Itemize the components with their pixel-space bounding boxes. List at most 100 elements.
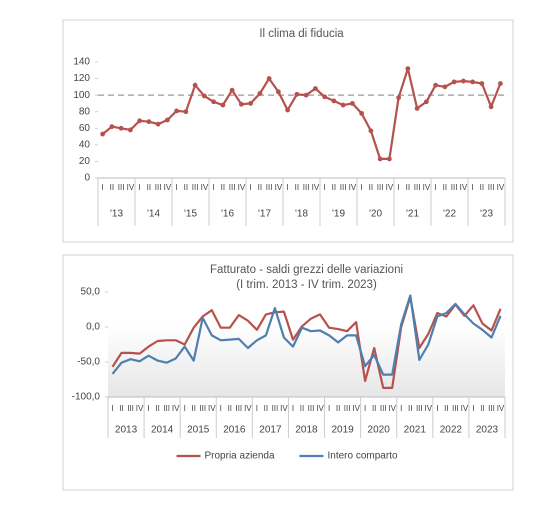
x-tick-label: IV: [349, 183, 357, 192]
year-label: '23: [480, 209, 493, 220]
chart-title: Fatturato - saldi grezzi delle variazion…: [210, 264, 403, 276]
point: [285, 107, 291, 113]
x-tick-label: I: [147, 404, 149, 413]
year-label: 2015: [187, 425, 210, 436]
x-tick-label: II: [147, 183, 151, 192]
y-tick-label: 140: [73, 57, 90, 68]
point: [359, 110, 365, 116]
x-tick-label: II: [332, 183, 336, 192]
x-tick-label: IV: [425, 404, 433, 413]
y-tick-label: 50,0: [81, 287, 101, 298]
point: [137, 118, 143, 124]
point: [460, 78, 466, 84]
x-tick-label: I: [435, 183, 437, 192]
x-tick-label: IV: [280, 404, 288, 413]
x-tick-label: IV: [172, 404, 180, 413]
point: [220, 102, 226, 108]
x-tick-label: II: [300, 404, 304, 413]
x-tick-label: III: [308, 404, 315, 413]
x-tick-label: I: [213, 183, 215, 192]
x-tick-label: IV: [352, 404, 360, 413]
year-label: '13: [110, 209, 123, 220]
x-tick-label: III: [199, 404, 206, 413]
x-tick-label: I: [472, 404, 474, 413]
year-label: '15: [184, 209, 197, 220]
x-tick-label: IV: [238, 183, 246, 192]
x-tick-label: III: [452, 404, 459, 413]
x-tick-label: IV: [388, 404, 396, 413]
x-tick-label: II: [444, 404, 448, 413]
x-tick-label: III: [155, 183, 162, 192]
x-tick-label: II: [372, 404, 376, 413]
point: [238, 101, 244, 107]
x-tick-label: IV: [316, 404, 324, 413]
y-tick-label: 80: [79, 106, 91, 117]
point: [118, 125, 124, 131]
x-tick-label: III: [266, 183, 273, 192]
x-tick-label: I: [398, 183, 400, 192]
point: [229, 87, 235, 93]
x-tick-label: II: [408, 404, 412, 413]
year-label: 2018: [295, 425, 318, 436]
chart-title: Il clima di fiducia: [259, 28, 344, 40]
x-tick-label: I: [436, 404, 438, 413]
point: [146, 119, 152, 125]
y-tick-label: 20: [79, 156, 91, 167]
point: [294, 91, 300, 97]
point: [414, 106, 420, 111]
x-tick-label: IV: [164, 183, 172, 192]
x-tick-label: II: [184, 183, 188, 192]
point: [211, 99, 217, 105]
x-tick-label: III: [235, 404, 242, 413]
point: [433, 82, 439, 88]
plot-shade: [108, 325, 505, 397]
point: [257, 91, 263, 96]
x-tick-label: IV: [497, 404, 505, 413]
legend-label: Propria azienda: [205, 451, 275, 462]
x-tick-label: IV: [497, 183, 505, 192]
point: [109, 124, 115, 130]
year-label: 2013: [115, 425, 138, 436]
x-tick-label: II: [369, 183, 373, 192]
y-tick-label: 100: [73, 90, 90, 101]
point: [322, 94, 328, 100]
chart-subtitle: (I trim. 2013 - IV trim. 2023): [236, 279, 377, 291]
x-tick-label: III: [451, 183, 458, 192]
x-tick-label: III: [380, 404, 387, 413]
year-label: '18: [295, 209, 308, 220]
x-tick-label: II: [406, 183, 410, 192]
point: [127, 127, 133, 133]
x-tick-label: IV: [275, 183, 283, 192]
point: [155, 121, 161, 127]
point: [340, 102, 346, 108]
x-tick-label: IV: [461, 404, 469, 413]
x-tick-label: I: [287, 183, 289, 192]
year-label: 2023: [476, 425, 499, 436]
x-tick-label: I: [256, 404, 258, 413]
legend-label: Intero comparto: [328, 451, 398, 462]
x-tick-label: II: [228, 404, 232, 413]
x-tick-label: I: [220, 404, 222, 413]
x-tick-label: I: [472, 183, 474, 192]
x-tick-label: I: [102, 183, 104, 192]
point: [303, 92, 309, 98]
x-tick-label: II: [221, 183, 225, 192]
y-tick-label: -100,0: [72, 392, 101, 403]
point: [174, 108, 180, 114]
x-tick-label: I: [328, 404, 330, 413]
x-tick-label: I: [292, 404, 294, 413]
x-tick-label: II: [258, 183, 262, 192]
point: [451, 79, 457, 85]
point: [377, 156, 383, 162]
x-tick-label: II: [119, 404, 123, 413]
point: [470, 79, 476, 85]
year-label: '14: [147, 209, 160, 220]
year-label: '17: [258, 209, 271, 220]
point: [266, 76, 272, 81]
y-tick-label: 40: [79, 139, 91, 150]
year-label: 2019: [331, 425, 354, 436]
point: [192, 82, 198, 88]
point: [479, 81, 485, 86]
x-tick-label: III: [118, 183, 125, 192]
point: [248, 101, 254, 106]
